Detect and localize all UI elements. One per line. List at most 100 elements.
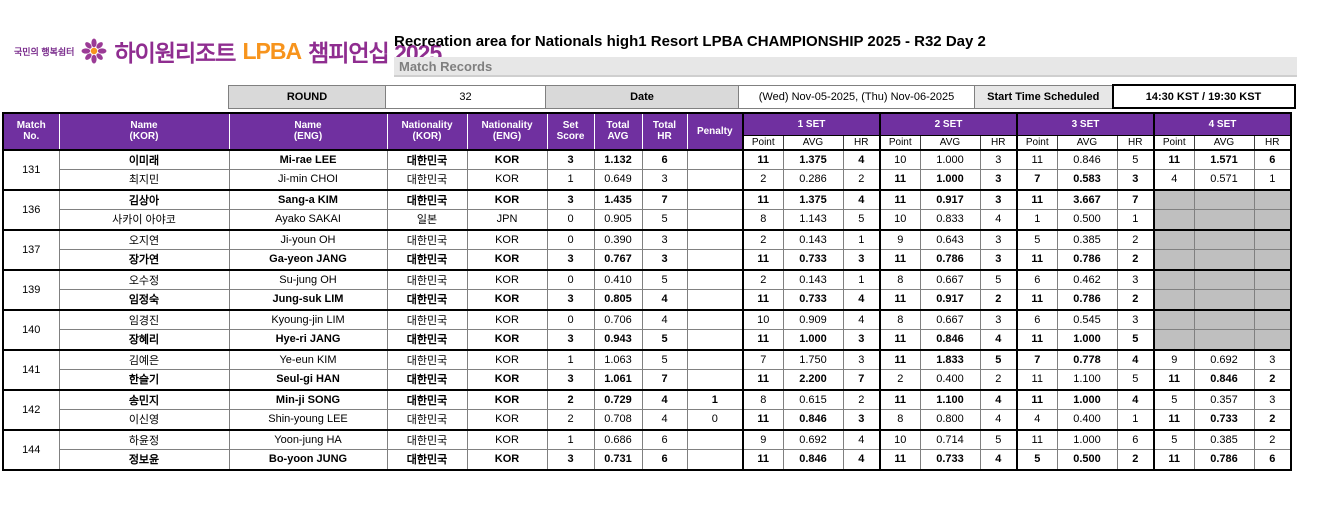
set-avg-cell: 0.667 [919, 308, 981, 330]
penalty-cell [686, 228, 744, 250]
set-hr-cell: 6 [1253, 148, 1292, 170]
subheader-hr: HR [1116, 134, 1155, 150]
set-point-cell: 11 [1016, 428, 1058, 450]
penalty-cell [686, 369, 744, 390]
player-name-eng: Ji-min CHOI [228, 169, 388, 190]
player-name-kor: 정보윤 [58, 449, 230, 470]
player-nat-eng: KOR [466, 329, 548, 350]
player-name-kor: 이신영 [58, 409, 230, 430]
player-name-kor: 김예은 [58, 348, 230, 370]
set-hr-cell [1253, 329, 1292, 350]
set-avg-cell [1193, 249, 1255, 270]
set-hr-cell: 2 [842, 388, 881, 410]
player-nat-kor: 대한민국 [386, 369, 468, 390]
subheader-hr: HR [1253, 134, 1292, 150]
total-avg-cell: 1.132 [593, 148, 643, 170]
round-label: ROUND [228, 84, 386, 109]
set-avg-cell: 0.714 [919, 428, 981, 450]
set-point-cell: 11 [1016, 369, 1058, 390]
set-score-cell: 3 [546, 449, 595, 470]
set-avg-cell: 0.692 [1193, 348, 1255, 370]
set-point-cell: 5 [1153, 428, 1195, 450]
set-point-cell: 7 [1016, 169, 1058, 190]
set-hr-cell: 4 [1116, 388, 1155, 410]
set-avg-cell: 0.385 [1193, 428, 1255, 450]
player-name-kor: 한슬기 [58, 369, 230, 390]
set-point-cell: 11 [742, 449, 784, 470]
set-avg-cell: 0.917 [919, 188, 981, 210]
col-header-total-hr: Total HR [641, 112, 688, 150]
player-row: 정보윤 Bo-yoon JUNG 대한민국 KOR 3 0.731 6 11 0.846 4 11 0… [3, 449, 1292, 470]
player-row: 137 오지연 Ji-youn OH 대한민국 KOR 0 0.390 3 2 0.143 1 9 0.… [2, 228, 1292, 270]
set-hr-cell: 3 [979, 188, 1018, 210]
player-nat-eng: KOR [466, 388, 548, 410]
match-no-cell: 141 [2, 348, 60, 390]
player-name-eng: Sang-a KIM [228, 188, 388, 210]
subheader-hr: HR [842, 134, 881, 150]
player-nat-kor: 대한민국 [386, 289, 468, 310]
player-name-kor: 김상아 [58, 188, 230, 210]
set-avg-cell: 1.375 [782, 148, 844, 170]
set-avg-cell: 0.909 [782, 308, 844, 330]
player-row: 사카이 아야코 Ayako SAKAI 일본 JPN 0 0.905 5 8 1.143 5 10 0… [3, 209, 1292, 230]
set-hr-cell: 7 [1116, 188, 1155, 210]
set-avg-cell: 0.385 [1056, 228, 1118, 250]
set-hr-cell: 3 [1116, 169, 1155, 190]
start-time-label: Start Time Scheduled [974, 84, 1113, 109]
total-avg-cell: 1.435 [593, 188, 643, 210]
set-score-cell: 3 [546, 369, 595, 390]
player-row: 139 오수정 Su-jung OH 대한민국 KOR 0 0.410 5 2 0.143 1 8 0.… [2, 268, 1292, 310]
set-point-cell: 8 [879, 409, 921, 430]
player-name-kor: 오수정 [58, 268, 230, 290]
flower-icon [81, 38, 107, 64]
set-point-cell: 2 [742, 169, 784, 190]
set-point-cell: 11 [1153, 449, 1195, 470]
set-point-cell: 11 [742, 289, 784, 310]
set-point-cell [1153, 308, 1195, 330]
set-point-cell: 11 [1016, 188, 1058, 210]
header-row-sub: Point AVG HR Point AVG HR Point AVG HR P… [3, 134, 1292, 150]
set-avg-cell [1193, 308, 1255, 330]
player-nat-kor: 대한민국 [386, 428, 468, 450]
total-hr-cell: 5 [641, 329, 688, 350]
set-avg-cell [1193, 188, 1255, 210]
set-hr-cell: 2 [979, 289, 1018, 310]
player-nat-kor: 대한민국 [386, 169, 468, 190]
col-header-set-score: Set Score [546, 112, 595, 150]
set-hr-cell: 6 [1116, 428, 1155, 450]
player-name-kor: 송민지 [58, 388, 230, 410]
set-hr-cell: 1 [1253, 169, 1292, 190]
set-hr-cell [1253, 268, 1292, 290]
col-header-name-eng: Name (ENG) [228, 112, 388, 150]
set-avg-cell: 0.286 [782, 169, 844, 190]
set-point-cell: 4 [1153, 169, 1195, 190]
set-point-cell [1153, 188, 1195, 210]
set-hr-cell: 2 [1253, 369, 1292, 390]
set-hr-cell: 1 [842, 268, 881, 290]
set-hr-cell: 5 [979, 428, 1018, 450]
player-row: 136 김상아 Sang-a KIM 대한민국 KOR 3 1.435 7 11 1.375 4 11… [2, 188, 1292, 230]
total-avg-cell: 0.708 [593, 409, 643, 430]
set-score-cell: 0 [546, 268, 595, 290]
set-avg-cell: 0.500 [1056, 449, 1118, 470]
total-avg-cell: 0.805 [593, 289, 643, 310]
set-hr-cell: 5 [979, 268, 1018, 290]
set-hr-cell: 2 [1116, 228, 1155, 250]
total-avg-cell: 0.905 [593, 209, 643, 230]
set-avg-cell: 1.000 [1056, 388, 1118, 410]
player-nat-eng: KOR [466, 308, 548, 330]
set-avg-cell: 0.846 [782, 409, 844, 430]
set-hr-cell: 3 [979, 169, 1018, 190]
set-hr-cell [1253, 209, 1292, 230]
set-avg-cell: 1.100 [1056, 369, 1118, 390]
player-nat-eng: KOR [466, 348, 548, 370]
player-row: 144 하윤정 Yoon-jung HA 대한민국 KOR 1 0.686 6 9 0.692 4 1… [2, 428, 1292, 470]
set-hr-cell: 3 [979, 308, 1018, 330]
set-point-cell [1153, 329, 1195, 350]
total-hr-cell: 3 [641, 228, 688, 250]
player-nat-kor: 대한민국 [386, 188, 468, 210]
total-avg-cell: 0.410 [593, 268, 643, 290]
set-score-cell: 3 [546, 329, 595, 350]
set-point-cell: 6 [1016, 308, 1058, 330]
set-avg-cell: 0.615 [782, 388, 844, 410]
